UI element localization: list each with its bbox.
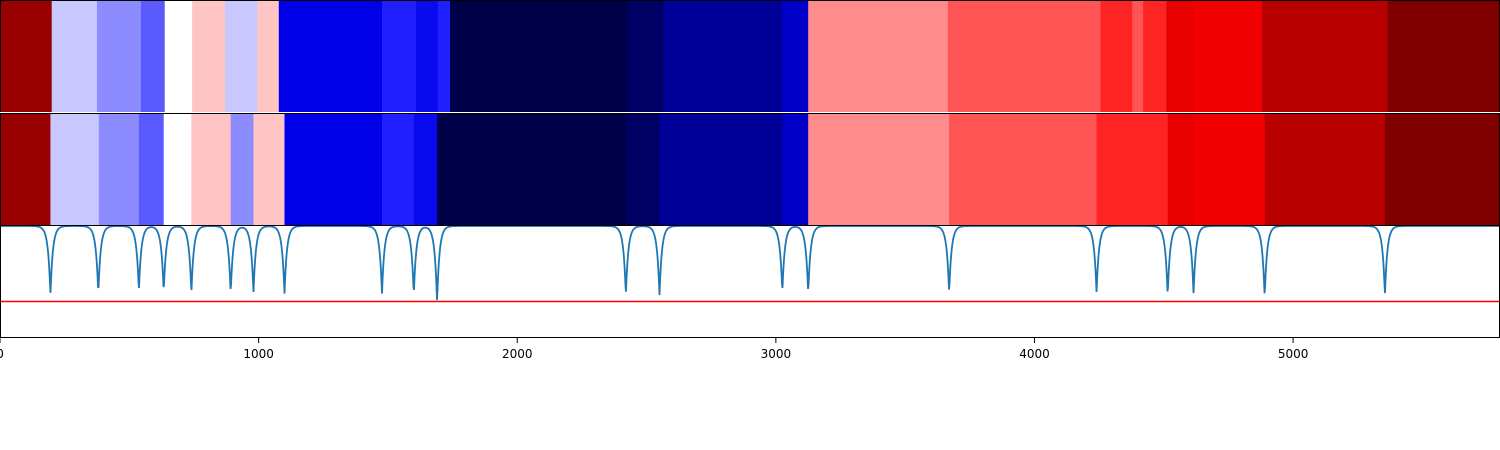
signal-panel-background [0, 225, 1500, 338]
track-1-segment-11 [415, 1, 439, 112]
track-2-segment-17 [949, 114, 1098, 225]
track-1-segment-17 [808, 1, 949, 112]
track-1-segment-7 [225, 1, 258, 112]
track-2-segment-13 [625, 114, 661, 225]
track-1-segment-24 [1262, 1, 1389, 112]
track-1-segment-9 [278, 1, 383, 112]
track-1-segment-8 [257, 1, 280, 112]
track-1-segment-2 [51, 1, 98, 112]
track-2-segment-16 [808, 114, 950, 225]
track-2-segment-22 [1384, 114, 1500, 225]
track-2-segment-8 [253, 114, 286, 225]
x-tick-label-4000: 4000 [1019, 347, 1050, 361]
track-1-segment-25 [1387, 1, 1500, 112]
x-tick-label-1000: 1000 [243, 347, 274, 361]
track-1-segment-5 [164, 1, 193, 112]
segmentation-track-1 [0, 1, 1500, 112]
track-2-segment-20 [1193, 114, 1266, 225]
signal-panel [0, 225, 1500, 338]
track-2-segment-21 [1264, 114, 1386, 225]
track-2-segment-5 [163, 114, 192, 225]
track-1-segment-19 [1100, 1, 1133, 112]
track-1-segment-21 [1143, 1, 1167, 112]
track-1-segment-10 [381, 1, 417, 112]
track-1-segment-14 [627, 1, 664, 112]
x-tick-label-0: 0 [0, 347, 4, 361]
track-1-segment-13 [450, 1, 628, 112]
track-2-segment-10 [381, 114, 415, 225]
track-1-segment-3 [96, 1, 142, 112]
track-1-segment-20 [1132, 1, 1144, 112]
track-2-segment-18 [1096, 114, 1169, 225]
track-1-segment-15 [663, 1, 783, 112]
track-2-segment-15 [782, 114, 809, 225]
x-tick-label-5000: 5000 [1278, 347, 1309, 361]
x-tick-label-2000: 2000 [502, 347, 533, 361]
segmentation-track-2 [0, 114, 1500, 225]
track-1-segment-22 [1166, 1, 1195, 112]
track-1-segment-12 [437, 1, 451, 112]
track-1-segment-16 [782, 1, 809, 112]
track-2-segment-1 [0, 114, 52, 225]
track-2-segment-7 [230, 114, 255, 225]
track-2-segment-14 [659, 114, 783, 225]
track-1-segment-1 [0, 1, 53, 112]
track-2-segment-11 [413, 114, 438, 225]
track-2-segment-2 [50, 114, 100, 225]
track-2-segment-12 [437, 114, 627, 225]
track-2-segment-4 [138, 114, 165, 225]
track-2-segment-9 [284, 114, 383, 225]
x-tick-label-3000: 3000 [761, 347, 792, 361]
track-1-segment-4 [140, 1, 166, 112]
track-1-segment-18 [947, 1, 1102, 112]
track-2-segment-6 [191, 114, 232, 225]
track-1-segment-23 [1193, 1, 1263, 112]
x-axis: 0 1000 2000 3000 4000 5000 [0, 338, 1308, 361]
track-2-segment-19 [1167, 114, 1195, 225]
track-1-segment-6 [192, 1, 226, 112]
track-2-segment-3 [98, 114, 140, 225]
